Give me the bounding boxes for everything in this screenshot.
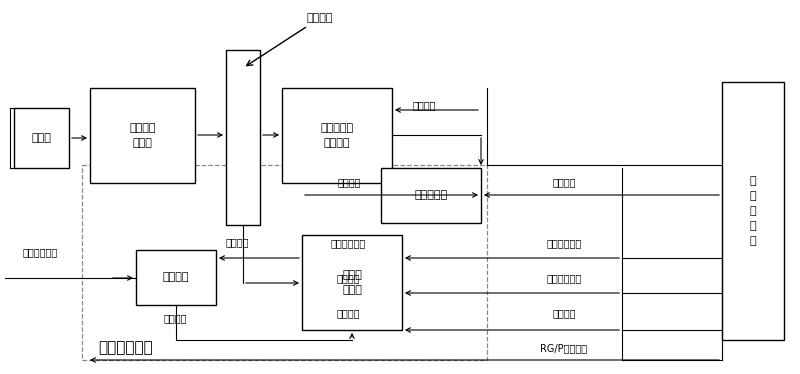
Bar [381, 168, 481, 223]
Bar [722, 82, 784, 340]
Bar [136, 250, 216, 305]
Text: 驾驶员模型: 驾驶员模型 [414, 190, 447, 200]
Text: RG/P模式命令: RG/P模式命令 [541, 343, 587, 353]
Bar [302, 235, 402, 330]
Text: 交流电力
测功机: 交流电力 测功机 [130, 123, 156, 148]
Bar [82, 165, 487, 360]
Bar [90, 88, 195, 183]
Text: 扭矩法兰: 扭矩法兰 [246, 13, 334, 66]
Text: 整车车辆参数: 整车车辆参数 [330, 238, 366, 248]
Text: 变频器: 变频器 [31, 133, 51, 143]
Text: 测功机控制器: 测功机控制器 [98, 340, 153, 356]
Text: 道路坡度: 道路坡度 [336, 273, 360, 283]
Text: 整车车辆参数: 整车车辆参数 [546, 238, 582, 248]
Text: 控
制
计
算
机: 控 制 计 算 机 [750, 177, 756, 246]
Text: 动力系统转速: 动力系统转速 [22, 247, 58, 257]
Text: 设定油门: 设定油门 [412, 100, 436, 110]
Bar [282, 88, 392, 183]
Text: 速比关系: 速比关系 [162, 273, 190, 282]
Text: 实测转矩: 实测转矩 [226, 237, 249, 247]
Bar [226, 50, 260, 225]
Bar [14, 108, 69, 168]
Text: 道路坡度参数: 道路坡度参数 [546, 273, 582, 283]
Text: 设定车速: 设定车速 [552, 177, 576, 187]
Text: 车辆速度: 车辆速度 [163, 313, 186, 323]
Text: 循环工况: 循环工况 [552, 308, 576, 318]
Text: 当前工况: 当前工况 [336, 308, 360, 318]
Text: 待测的汽车
动力系统: 待测的汽车 动力系统 [321, 123, 354, 148]
Text: 车辆速度: 车辆速度 [338, 177, 361, 187]
Text: 车速计
算模型: 车速计 算模型 [342, 270, 362, 295]
